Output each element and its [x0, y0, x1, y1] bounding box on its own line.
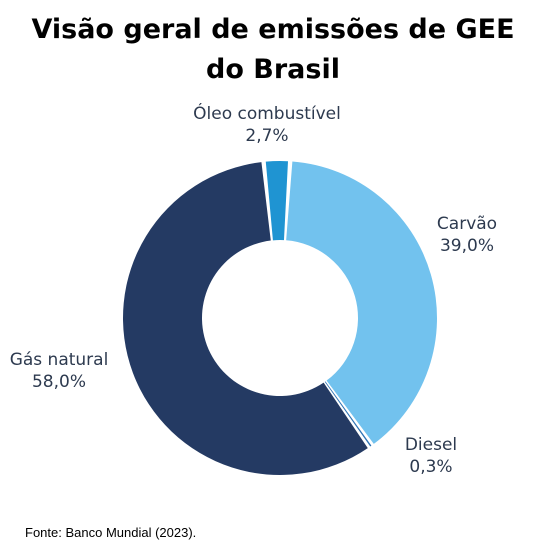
label-diesel-value: 0,3%	[409, 457, 453, 477]
label-oleo-value: 2,7%	[245, 126, 289, 146]
label-oleo-combustivel: Óleo combustível 2,7%	[172, 103, 362, 147]
slice-carvao	[286, 161, 438, 444]
label-gas-natural: Gás natural 58,0%	[0, 349, 118, 393]
label-carvao-name: Carvão	[436, 214, 498, 234]
slice-diesel	[324, 381, 372, 447]
slice-gas-natural	[123, 162, 368, 475]
chart-title-line-2: do Brasil	[206, 54, 340, 85]
label-gas-value: 58,0%	[31, 372, 86, 392]
label-carvao: Carvão 39,0%	[412, 213, 522, 257]
label-carvao-value: 39,0%	[439, 236, 494, 256]
chart-title-line-1: Visão geral de emissões de GEE	[31, 14, 515, 45]
label-oleo-name: Óleo combustível	[193, 104, 341, 124]
label-gas-name: Gás natural	[9, 350, 109, 370]
slice-oleo-combustivel	[265, 161, 288, 241]
label-diesel-name: Diesel	[404, 435, 458, 455]
source-note: Fonte: Banco Mundial (2023).	[25, 525, 197, 540]
label-diesel: Diesel 0,3%	[396, 434, 466, 478]
chart-title: Visão geral de emissões de GEE do Brasil	[0, 10, 546, 90]
